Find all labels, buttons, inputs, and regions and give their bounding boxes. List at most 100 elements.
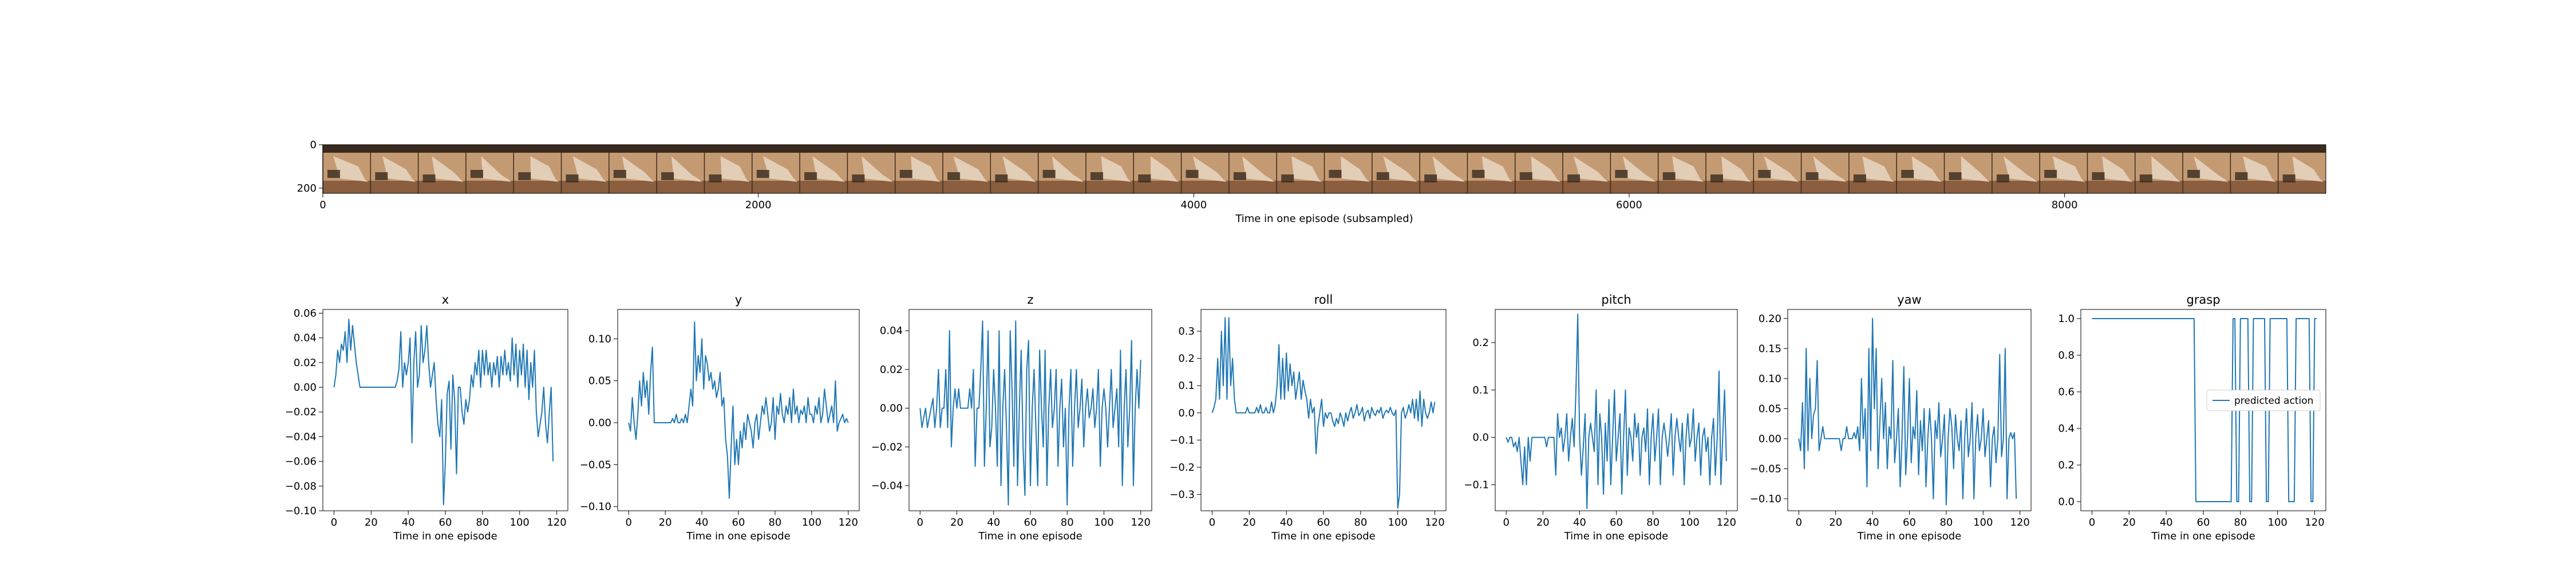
frame-table-surface — [1658, 181, 1706, 193]
frame-table-surface — [561, 181, 609, 193]
frame-table-surface — [1563, 181, 1611, 193]
robot-arm-shape — [2052, 156, 2085, 182]
video-frame — [609, 145, 657, 193]
robot-arm-shape — [333, 156, 369, 182]
object-shape — [1662, 172, 1676, 180]
frame-table-surface — [2040, 181, 2088, 193]
frame-table-surface — [2183, 181, 2231, 193]
y-tick-label: 0.1 — [1178, 380, 1195, 392]
y-tick-label: −0.04 — [285, 431, 317, 443]
robot-arm-shape — [1101, 156, 1132, 182]
frame-table-surface — [2087, 181, 2135, 193]
robot-arm-shape — [1432, 156, 1465, 182]
video-frame — [1514, 145, 1563, 193]
video-frame — [2135, 145, 2183, 193]
y-tick-label: 0.05 — [1759, 403, 1781, 415]
frame-top-shadow — [609, 145, 657, 153]
y-tick-label: 0.3 — [1178, 325, 1195, 337]
frame-top-shadow — [370, 145, 418, 153]
x-axis-label: Time in one episode — [1857, 530, 1962, 542]
robot-arm-shape — [862, 156, 893, 182]
frame-top-shadow — [2135, 145, 2183, 153]
frame-top-shadow — [2183, 145, 2231, 153]
y-tick-label: 1.0 — [2058, 313, 2075, 325]
plot-area — [1200, 309, 1447, 511]
frame-table-surface — [2135, 181, 2183, 193]
x-axis-label: Time in one episode — [978, 530, 1082, 542]
video-frame — [2230, 145, 2278, 193]
chart-title: grasp — [2186, 293, 2220, 307]
y-tick-label: 0.0 — [1472, 432, 1489, 444]
x-tick-label: 40 — [2160, 517, 2173, 529]
legend-label: predicted action — [2234, 395, 2313, 407]
strip-y-tick-label: 0 — [310, 139, 317, 151]
frame-table-surface — [1420, 181, 1468, 193]
x-tick-label: 120 — [1131, 517, 1151, 529]
x-tick-label: 20 — [950, 517, 963, 529]
plot-area — [617, 309, 860, 511]
robot-arm-shape — [1911, 156, 1942, 182]
y-tick-label: 0.00 — [1759, 433, 1781, 445]
chart-title: pitch — [1601, 293, 1631, 307]
y-tick-label: 0.05 — [588, 375, 611, 387]
robot-arm-shape — [382, 156, 416, 182]
legend: predicted action — [2206, 390, 2321, 411]
frame-table-surface — [847, 181, 895, 193]
y-tick-label: 0.15 — [1759, 343, 1781, 355]
y-tick-label: 0.0 — [1178, 407, 1195, 419]
robot-arm-shape — [1721, 156, 1752, 182]
video-frame — [322, 145, 371, 193]
frame-top-shadow — [1705, 145, 1754, 153]
video-frame — [370, 145, 418, 193]
object-shape — [327, 170, 340, 178]
object-shape — [1186, 170, 1199, 178]
y-tick-label: 0.02 — [880, 364, 903, 376]
frame-table-surface — [704, 181, 752, 193]
robot-arm-shape — [2003, 156, 2038, 182]
frame-top-shadow — [465, 145, 514, 153]
x-tick-label: 60 — [2197, 517, 2210, 529]
robot-arm-shape — [762, 156, 798, 182]
frame-top-shadow — [895, 145, 943, 153]
video-frame — [1323, 145, 1372, 193]
x-tick-label: 80 — [476, 517, 489, 529]
frame-top-shadow — [1467, 145, 1515, 153]
video-frame — [942, 145, 991, 193]
robot-arm-shape — [572, 156, 607, 182]
y-tick-label: −0.10 — [1750, 493, 1781, 505]
object-shape — [2044, 170, 2057, 178]
object-shape — [1281, 174, 1294, 182]
frame-top-shadow — [561, 145, 609, 153]
frame-top-shadow — [513, 145, 562, 153]
x-tick-label: 20 — [1829, 517, 1842, 529]
video-frame — [990, 145, 1038, 193]
robot-arm-shape — [1150, 156, 1179, 182]
object-shape — [1472, 170, 1485, 178]
frame-table-surface — [1228, 181, 1277, 193]
frame-top-shadow — [1228, 145, 1277, 153]
x-tick-label: 100 — [1680, 517, 1700, 529]
y-tick-label: 0.02 — [294, 357, 317, 369]
x-tick-label: 60 — [1903, 517, 1916, 529]
y-tick-label: 0.2 — [1472, 337, 1489, 349]
x-tick-label: 0 — [917, 517, 923, 529]
chart-title: yaw — [1897, 293, 1921, 307]
frame-top-shadow — [1563, 145, 1611, 153]
object-shape — [518, 172, 531, 180]
y-tick-label: 0.10 — [1759, 373, 1781, 385]
robot-arm-shape — [1531, 156, 1561, 182]
frame-table-surface — [1992, 181, 2040, 193]
video-frame — [2277, 145, 2326, 193]
robot-arm-shape — [1192, 156, 1227, 182]
x-axis-label: Time in one episode — [393, 530, 497, 542]
legend-box — [2206, 390, 2321, 411]
frame-top-shadow — [1181, 145, 1229, 153]
frame-table-surface — [895, 181, 943, 193]
x-tick-label: 0 — [625, 517, 631, 529]
object-shape — [375, 172, 388, 180]
video-frame — [2039, 145, 2088, 193]
object-shape — [1233, 172, 1246, 180]
chart-title: y — [735, 293, 742, 307]
strip-y-tick-label: 200 — [297, 182, 317, 194]
object-shape — [1090, 172, 1103, 180]
